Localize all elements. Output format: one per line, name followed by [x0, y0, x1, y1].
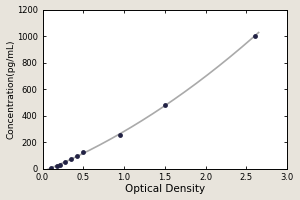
- Point: [48, 166, 53, 169]
- Point: [118, 134, 122, 137]
- Point: [162, 103, 167, 107]
- Point: [69, 158, 74, 161]
- Point: [54, 165, 59, 168]
- Y-axis label: Concentration(pg/mL): Concentration(pg/mL): [6, 39, 15, 139]
- X-axis label: Optical Density: Optical Density: [125, 184, 205, 194]
- Point: [63, 160, 68, 163]
- Point: [58, 163, 63, 166]
- Point: [74, 154, 79, 158]
- Point: [81, 150, 86, 154]
- Point: [252, 35, 257, 38]
